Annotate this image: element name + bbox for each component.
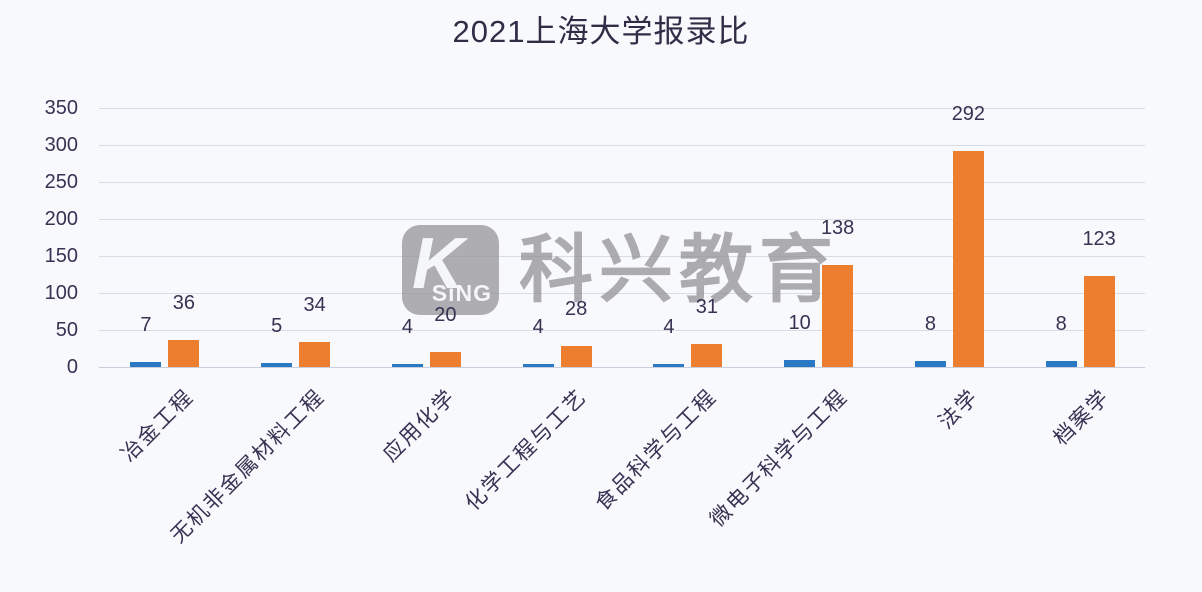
data-label-blue-6: 10 [788,312,811,334]
bar-blue-1 [130,362,162,367]
x-axis-label-7: 法学 [934,385,984,434]
data-label-orange-4: 28 [565,298,588,320]
bar-blue-7 [914,361,946,367]
gridline-100 [99,293,1145,294]
x-axis-label-8: 档案学 [1048,385,1114,451]
gridline-50 [99,330,1145,331]
bar-orange-4 [560,346,592,367]
gridline-150 [99,256,1145,257]
data-label-orange-8: 123 [1082,228,1116,250]
bar-orange-2 [299,342,331,367]
data-label-orange-3: 20 [434,304,457,326]
bar-blue-5 [653,364,685,367]
data-label-blue-7: 8 [924,313,936,335]
chart-title: 2021上海大学报录比 [452,14,750,49]
data-label-blue-8: 8 [1055,313,1067,335]
bar-blue-2 [261,363,293,367]
data-label-blue-1: 7 [140,314,152,336]
data-label-orange-5: 31 [695,296,718,318]
bar-orange-1 [168,340,200,367]
gridline-0 [99,367,1145,368]
data-label-blue-2: 5 [271,315,283,337]
gridline-250 [99,182,1145,183]
gridline-200 [99,219,1145,220]
data-label-blue-5: 4 [663,316,675,338]
watermark: K SiNG 科兴教育 [402,224,839,315]
bar-blue-4 [522,364,554,367]
y-axis-tick-50: 50 [55,319,78,341]
y-axis-tick-100: 100 [44,282,78,304]
data-label-orange-1: 36 [172,292,195,314]
x-axis-label-1: 冶金工程 [117,385,199,467]
x-axis-label-3: 应用化学 [378,385,461,467]
y-axis-tick-150: 150 [44,245,78,267]
data-label-blue-3: 4 [401,316,413,338]
bar-orange-5 [691,344,723,367]
y-axis-tick-300: 300 [44,134,78,156]
y-axis-tick-250: 250 [44,171,78,193]
y-axis-tick-200: 200 [44,208,78,230]
watermark-logo: K SiNG [402,224,499,315]
data-label-blue-4: 4 [532,316,544,338]
y-axis-tick-350: 350 [44,97,78,119]
bar-orange-8 [1083,276,1115,367]
gridline-300 [99,145,1145,146]
bar-orange-6 [822,265,854,367]
data-label-orange-6: 138 [820,217,855,239]
x-axis-label-4: 化学工程与工艺 [460,385,591,516]
gridline-350 [99,108,1145,109]
bar-blue-6 [784,360,816,367]
x-axis-label-5: 食品科学与工程 [591,385,722,516]
bar-orange-7 [952,151,984,367]
bar-blue-3 [391,364,423,367]
x-axis-label-6: 微电子科学与工程 [706,385,853,532]
bar-blue-8 [1045,361,1077,367]
data-label-orange-7: 292 [951,103,986,125]
y-axis-tick-0: 0 [66,356,78,378]
bar-orange-3 [429,352,461,367]
data-label-orange-2: 34 [303,294,326,316]
